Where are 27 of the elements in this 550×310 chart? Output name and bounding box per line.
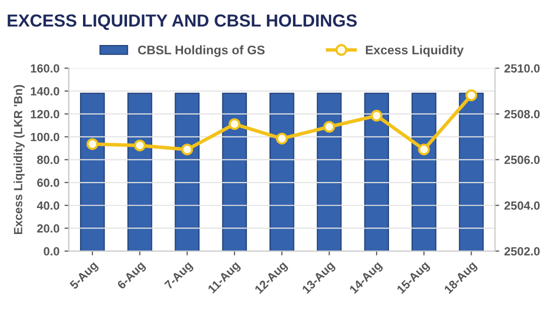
y-tick-label: 100.0 (30, 132, 60, 142)
point (228, 118, 240, 130)
y-axis-title: Excess Liquidity (LKR 'Bn) (14, 85, 25, 234)
point (418, 144, 430, 156)
y-tick-label: 40.0 (36, 201, 60, 210)
legend-label: CBSL Holdings of GS (138, 45, 265, 57)
y-tick-label: 160.0 (30, 64, 60, 73)
y2-tick-label: 2506.0 (504, 156, 540, 164)
y-tick-label: 140.0 (30, 87, 60, 96)
y2-tick-label: 2504.0 (504, 201, 540, 210)
point (276, 132, 288, 145)
point (134, 140, 146, 152)
legend-label: Excess Liquidity (366, 45, 464, 57)
point (465, 89, 478, 102)
chart-title: EXCESS LIQUIDITY AND CBSL HOLDINGS (8, 14, 357, 30)
y2-tick-label: 2510.0 (504, 64, 540, 73)
point (323, 120, 336, 133)
point (181, 144, 194, 156)
y2-tick-label: 2502.0 (504, 247, 540, 256)
point (370, 110, 383, 122)
y-tick-label: 0.0 (44, 247, 60, 256)
y2-tick-label: 2508.0 (504, 110, 540, 118)
y-tick-label: 20.0 (37, 224, 60, 233)
y-tick-label: 120.0 (30, 110, 60, 118)
y-tick-label: 60.0 (37, 178, 60, 187)
y-tick-label: 80.0 (37, 156, 60, 164)
point (86, 138, 98, 150)
